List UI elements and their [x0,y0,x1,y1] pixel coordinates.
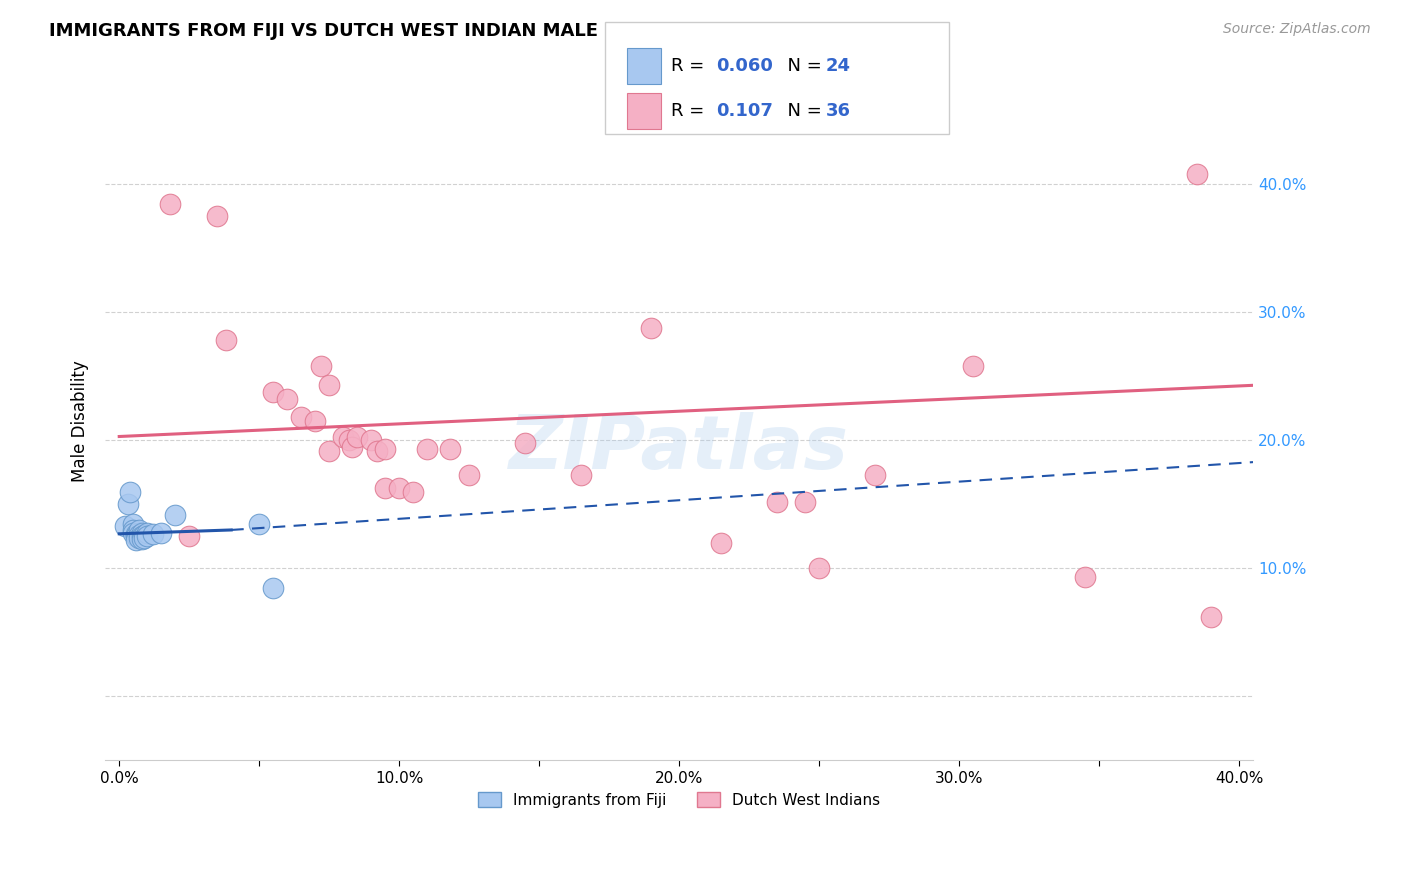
Point [120,484,142,499]
Text: 24: 24 [825,57,851,75]
Point [262,384,284,399]
Point [128,523,150,537]
Point [205,210,228,224]
Text: ZIPatlas: ZIPatlas [509,412,849,484]
Point [1187,167,1209,181]
Point [640,320,662,334]
Point [136,529,159,543]
Point [346,429,368,443]
Point [128,528,150,542]
Legend: Immigrants from Fiji, Dutch West Indians: Immigrants from Fiji, Dutch West Indians [472,786,887,814]
Point [122,516,145,531]
Point [388,481,411,495]
Point [766,495,789,509]
Point [114,519,136,533]
Point [569,467,592,482]
Point [439,442,461,457]
Point [337,434,360,448]
Point [131,525,153,540]
Point [159,196,181,211]
Point [134,528,156,542]
Point [136,525,159,540]
Text: 36: 36 [825,102,851,120]
Point [794,495,817,509]
Point [808,561,831,575]
Point [865,467,887,482]
Y-axis label: Male Disability: Male Disability [72,360,89,482]
Point [515,436,537,450]
Point [150,525,173,540]
Point [134,531,156,545]
Point [304,414,326,428]
Point [360,434,382,448]
Point [309,359,332,373]
Point [131,532,153,546]
Point [125,526,148,541]
Point [125,529,148,543]
Text: IMMIGRANTS FROM FIJI VS DUTCH WEST INDIAN MALE DISABILITY CORRELATION CHART: IMMIGRANTS FROM FIJI VS DUTCH WEST INDIA… [49,22,938,40]
Text: N =: N = [776,57,828,75]
Point [122,525,145,540]
Point [125,533,148,548]
Point [318,443,340,458]
Text: 0.107: 0.107 [716,102,772,120]
Point [117,497,139,511]
Point [710,535,733,549]
Point [165,508,187,522]
Point [458,467,481,482]
Text: 0.060: 0.060 [716,57,772,75]
Point [366,443,388,458]
Point [276,392,298,407]
Point [416,442,439,457]
Point [962,359,984,373]
Point [290,410,312,425]
Point [122,523,145,537]
Point [318,378,340,392]
Point [402,484,425,499]
Point [332,429,354,443]
Point [179,529,201,543]
Text: Source: ZipAtlas.com: Source: ZipAtlas.com [1223,22,1371,37]
Point [1074,570,1097,584]
Point [142,526,165,541]
Point [131,529,153,543]
Point [1201,610,1223,624]
Text: R =: R = [671,102,716,120]
Text: R =: R = [671,57,710,75]
Point [262,581,284,595]
Point [374,481,396,495]
Point [128,531,150,545]
Point [340,440,363,454]
Text: N =: N = [776,102,828,120]
Point [247,516,270,531]
Point [374,442,396,457]
Point [214,334,236,348]
